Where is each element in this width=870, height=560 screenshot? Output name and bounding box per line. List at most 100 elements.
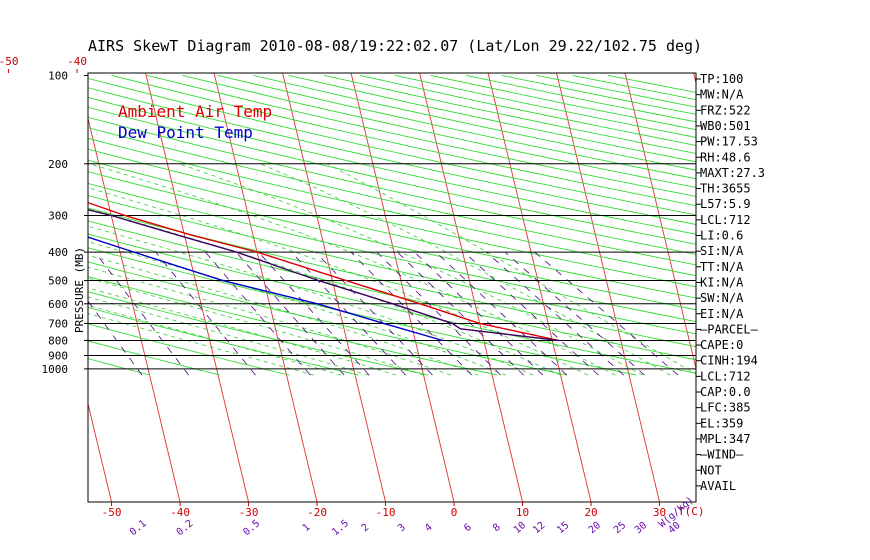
index-entry: RH:48.6 xyxy=(700,150,751,164)
mixing-ratio-tick-label: 20 xyxy=(587,520,603,536)
top-temp-tick-label: -40 xyxy=(67,55,87,68)
dry-adiabat-line xyxy=(88,291,429,376)
index-entry: MW:N/A xyxy=(700,88,744,102)
bottom-temp-tick-label: 0 xyxy=(451,506,458,519)
mixing-ratio-line xyxy=(350,251,472,376)
mixing-ratio-tick-label: 30 xyxy=(633,520,649,536)
moist-adiabat-line xyxy=(260,163,671,376)
isotherm-line xyxy=(88,401,112,502)
index-entry: PW:17.53 xyxy=(700,135,758,149)
moist-adiabat-line xyxy=(88,305,342,376)
index-entry: TT:N/A xyxy=(700,260,744,274)
moist-adiabat-line xyxy=(88,296,369,376)
isotherm-line xyxy=(556,73,660,502)
dry-adiabat-line xyxy=(88,340,220,376)
mixing-ratio-tick-label: 8 xyxy=(491,522,503,534)
y-axis-label: PRESSURE (MB) xyxy=(73,247,86,333)
mixing-ratio-line xyxy=(94,251,190,376)
index-entry: TH:3655 xyxy=(700,182,751,196)
index-entry: LCL:712 xyxy=(700,369,751,383)
index-entry: FRZ:522 xyxy=(700,103,751,117)
dry-adiabat-line xyxy=(88,261,567,376)
pressure-tick-label: 400 xyxy=(48,246,68,259)
isotherm-line xyxy=(350,73,455,502)
mixing-ratio-tick-label: 12 xyxy=(531,520,547,536)
bottom-temp-tick-label: -30 xyxy=(239,506,259,519)
dry-adiabat-line xyxy=(88,276,498,376)
index-entry: LI:0.6 xyxy=(700,229,743,243)
isotherm-line xyxy=(762,73,865,502)
series-ambient-air-temp xyxy=(88,201,560,342)
top-temp-tick-label: -50 xyxy=(0,55,19,68)
mixing-ratio-line xyxy=(397,251,524,376)
index-entry: LFC:385 xyxy=(700,401,751,415)
index-entry: —WIND— xyxy=(700,448,744,462)
mixing-ratio-tick-label: 0.2 xyxy=(175,518,196,538)
index-entry: NOT xyxy=(700,463,722,477)
dry-adiabat-line xyxy=(0,75,11,375)
bottom-temp-tick-label: -10 xyxy=(376,506,396,519)
dry-adiabat-line xyxy=(88,182,696,323)
mixing-ratio-tick-label: 1.5 xyxy=(330,518,351,538)
moist-adiabat-line xyxy=(88,277,424,376)
plot-frame xyxy=(87,72,697,503)
moist-adiabat-line xyxy=(88,225,534,376)
chart-labels: AIRS SkewT Diagram 2010-08-08/19:22:02.0… xyxy=(73,37,705,530)
isotherm-line xyxy=(487,73,592,502)
index-entry: CAPE:0 xyxy=(700,338,743,352)
pressure-tick-label: 200 xyxy=(48,158,68,171)
frame xyxy=(87,72,697,503)
mixing-ratio-tick-label: 0.1 xyxy=(128,518,149,538)
mixing-ratio-line xyxy=(155,251,256,376)
isotherm-line xyxy=(213,73,318,502)
moist-adiabat-line xyxy=(88,208,561,376)
index-entry: CINH:194 xyxy=(700,354,758,368)
moist-adiabat-line xyxy=(88,187,589,376)
t-unit-label: T(C) xyxy=(678,505,705,518)
index-entry: SW:N/A xyxy=(700,291,744,305)
index-entry: —PARCEL— xyxy=(700,322,759,336)
bottom-temp-tick-label: -20 xyxy=(307,506,327,519)
dry-adiabat-line xyxy=(88,87,696,225)
pressure-tick-label: 800 xyxy=(48,334,68,347)
mixing-ratio-line xyxy=(376,251,501,376)
moist-adiabat-line xyxy=(89,163,616,376)
dry-adiabat-line xyxy=(111,74,696,207)
dry-adiabat-line xyxy=(88,195,696,335)
dry-adiabat-line xyxy=(88,323,290,376)
index-entry: TP:100 xyxy=(700,72,743,86)
pressure-tick-label: 600 xyxy=(48,298,68,311)
dry-adiabat-line xyxy=(88,96,696,235)
mixing-ratio-line xyxy=(435,251,568,376)
mixing-ratio-tick-label: 25 xyxy=(612,520,628,536)
series-parcel xyxy=(88,209,560,342)
mixing-ratio-line xyxy=(486,251,624,376)
mixing-ratio-tick-label: 3 xyxy=(396,522,408,534)
mixing-ratio-line xyxy=(88,300,143,376)
dry-adiabat-line xyxy=(88,116,696,255)
dry-adiabat-line xyxy=(88,207,696,348)
mixing-ratio-tick-label: 1 xyxy=(301,522,313,534)
pressure-tick-label: 1000 xyxy=(42,363,69,376)
index-entry: CAP:0.0 xyxy=(700,385,751,399)
dry-adiabat-line xyxy=(466,74,696,123)
moist-adiabat-line xyxy=(88,266,452,376)
dry-adiabat-line xyxy=(88,307,359,376)
legend-ambient-air-temp: Ambient Air Temp xyxy=(118,102,272,121)
series-dew-point-temp xyxy=(88,236,443,342)
bottom-temp-tick-label: 20 xyxy=(584,506,597,519)
moist-adiabat-line xyxy=(88,241,506,376)
pressure-tick-label: 900 xyxy=(48,349,68,362)
dry-adiabat-line xyxy=(182,74,696,188)
mixing-ratio-tick-label: 2 xyxy=(360,522,372,534)
pressure-tick-label: 700 xyxy=(48,317,68,330)
isotherm-line xyxy=(282,73,386,502)
legend-dew-point-temp: Dew Point Temp xyxy=(118,123,253,142)
index-entry: WB0:501 xyxy=(700,119,751,133)
index-entry: KI:N/A xyxy=(700,275,744,289)
dry-adiabat-line xyxy=(217,74,696,180)
mixing-ratio-tick-label: 15 xyxy=(555,520,571,536)
dry-adiabat-line xyxy=(253,74,696,171)
moist-adiabat-line xyxy=(88,287,397,376)
